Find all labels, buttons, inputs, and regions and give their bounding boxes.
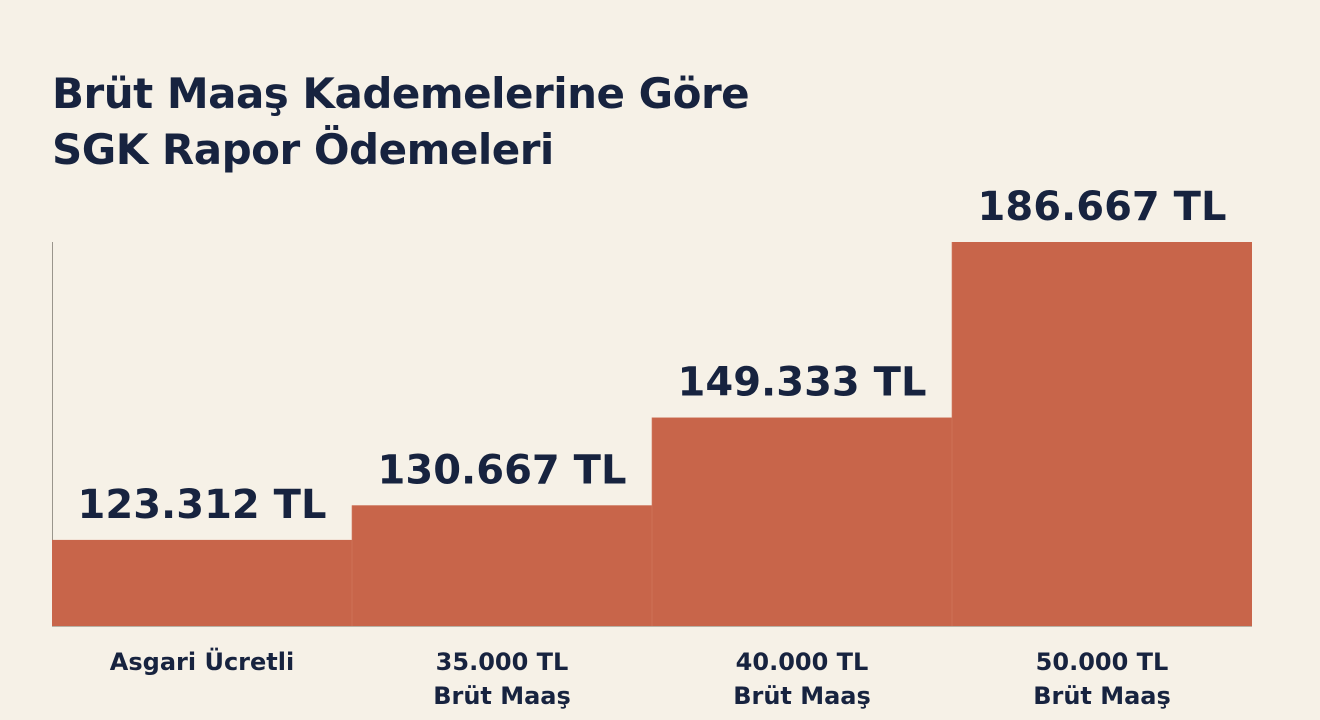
category-label-4-line-1: 50.000 TL <box>1036 648 1169 676</box>
category-label-3: 40.000 TL Brüt Maaş <box>733 648 871 710</box>
value-label-1: 123.312 TL <box>78 482 327 528</box>
category-label-3-line-2: Brüt Maaş <box>733 682 871 710</box>
category-label-1: Asgari Ücretli <box>110 646 294 676</box>
category-label-1-line-1: Asgari Ücretli <box>110 646 294 676</box>
value-label-4: 186.667 TL <box>978 184 1227 230</box>
bar-4 <box>952 242 1252 626</box>
chart-title-line-2: SGK Rapor Ödemeleri <box>52 125 554 174</box>
bar-2 <box>352 505 652 626</box>
category-label-2-line-1: 35.000 TL <box>436 648 569 676</box>
category-label-4-line-2: Brüt Maaş <box>1033 682 1171 710</box>
bar-1 <box>52 539 352 626</box>
category-label-3-line-1: 40.000 TL <box>736 648 869 676</box>
chart-title: Brüt Maaş Kademelerine Göre SGK Rapor Öd… <box>52 66 952 178</box>
chart-title-line-1: Brüt Maaş Kademelerine Göre <box>52 69 750 118</box>
bar-3 <box>652 417 952 626</box>
value-label-2: 130.667 TL <box>378 447 627 493</box>
value-label-3: 149.333 TL <box>678 360 927 406</box>
category-label-2: 35.000 TL Brüt Maaş <box>433 648 571 710</box>
category-label-4: 50.000 TL Brüt Maaş <box>1033 648 1171 710</box>
plot-area: 123.312 TL Asgari Ücretli 130.667 TL 35.000… <box>52 184 1252 710</box>
category-label-2-line-2: Brüt Maaş <box>433 682 571 710</box>
